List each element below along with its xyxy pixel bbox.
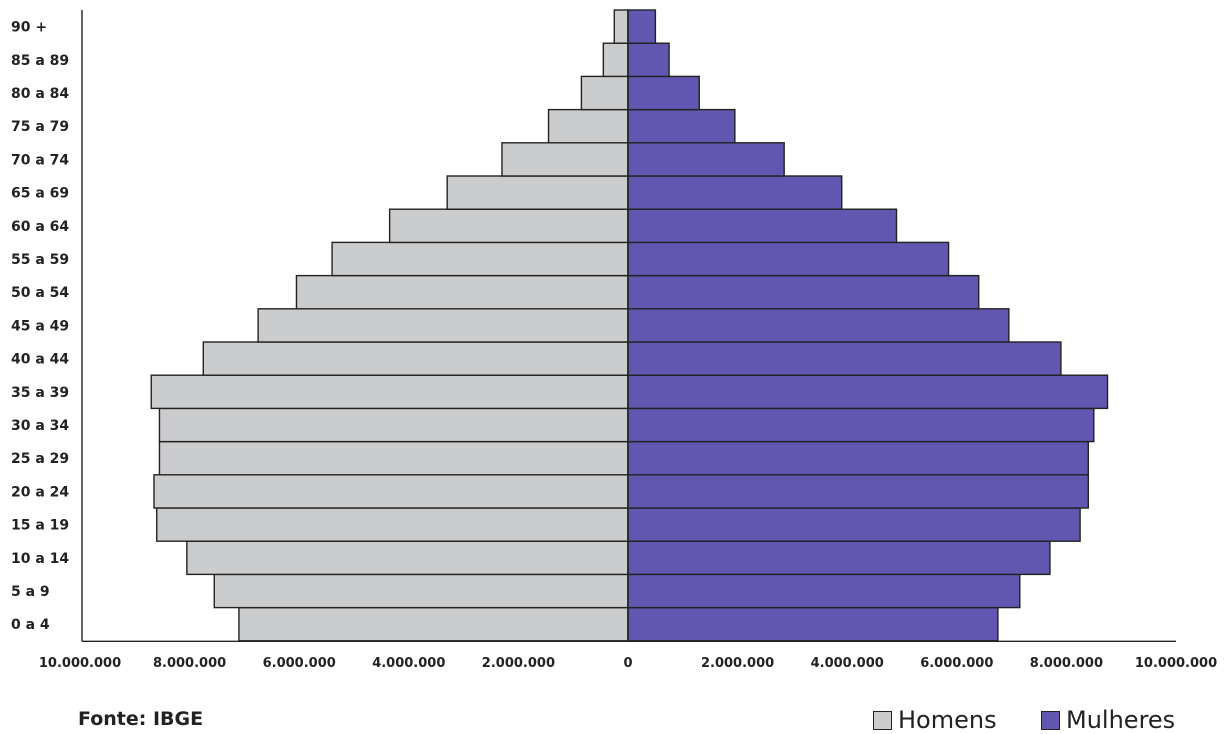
x-tick-label: 2.000.000 bbox=[482, 656, 555, 671]
bar-men bbox=[388, 208, 629, 244]
bar-women bbox=[627, 341, 1062, 376]
x-tick-label: 10.000.000 bbox=[1135, 656, 1217, 671]
bar-men bbox=[158, 440, 629, 476]
bar-women bbox=[627, 374, 1109, 410]
age-group-label: 70 a 74 bbox=[11, 152, 69, 168]
age-group-label: 50 a 54 bbox=[11, 285, 69, 301]
age-group-label: 20 a 24 bbox=[11, 484, 69, 500]
bar-men bbox=[153, 474, 629, 509]
bar-women bbox=[627, 407, 1095, 443]
bar-women bbox=[627, 274, 980, 310]
x-tick-label: 8.000.000 bbox=[153, 656, 226, 671]
legend-swatch-women bbox=[1041, 710, 1060, 730]
bar-women bbox=[627, 474, 1090, 509]
x-tick-label: 4.000.000 bbox=[811, 656, 884, 671]
bar-women bbox=[627, 142, 785, 177]
age-group-label: 85 a 89 bbox=[11, 53, 69, 69]
legend-label-women: Mulheres bbox=[1066, 706, 1176, 734]
bar-women bbox=[627, 540, 1051, 576]
x-tick-label: 0 bbox=[623, 656, 632, 671]
age-group-label: 5 a 9 bbox=[11, 584, 50, 600]
bar-men bbox=[613, 9, 629, 44]
age-group-label: 10 a 14 bbox=[11, 551, 69, 567]
age-group-label: 65 a 69 bbox=[11, 186, 69, 202]
bar-men bbox=[446, 175, 629, 210]
legend-item-men: Homens bbox=[873, 706, 997, 734]
bar-women bbox=[627, 507, 1081, 542]
legend-item-women: Mulheres bbox=[1041, 706, 1175, 734]
age-group-label: 0 a 4 bbox=[11, 617, 50, 633]
x-tick-label: 6.000.000 bbox=[263, 656, 336, 671]
bar-women bbox=[627, 175, 843, 210]
bar-women bbox=[627, 241, 950, 277]
bar-women bbox=[627, 75, 700, 111]
x-tick-label: 8.000.000 bbox=[1030, 656, 1103, 671]
bar-men bbox=[213, 573, 629, 609]
age-group-label: 45 a 49 bbox=[11, 318, 69, 334]
bar-women bbox=[627, 108, 736, 144]
bar-men bbox=[150, 374, 629, 410]
age-group-label: 40 a 44 bbox=[11, 352, 69, 368]
x-tick-label: 6.000.000 bbox=[920, 656, 993, 671]
age-group-label: 35 a 39 bbox=[11, 385, 69, 401]
bar-men bbox=[257, 308, 629, 343]
bar-women bbox=[627, 606, 999, 642]
bar-men bbox=[331, 241, 629, 277]
age-group-label: 25 a 29 bbox=[11, 451, 69, 467]
age-group-label: 90 + bbox=[11, 20, 47, 36]
bar-men bbox=[295, 274, 629, 310]
age-group-label: 80 a 84 bbox=[11, 86, 69, 102]
bar-men bbox=[602, 42, 629, 78]
age-group-label: 15 a 19 bbox=[11, 518, 69, 534]
bar-women bbox=[627, 9, 657, 44]
bar-men bbox=[238, 606, 629, 642]
age-group-label: 75 a 79 bbox=[11, 119, 69, 135]
bar-women bbox=[627, 208, 898, 244]
bar-women bbox=[627, 308, 1010, 343]
x-tick-label: 4.000.000 bbox=[372, 656, 445, 671]
bar-women bbox=[627, 573, 1021, 609]
x-tick-label: 2.000.000 bbox=[701, 656, 774, 671]
age-group-label: 30 a 34 bbox=[11, 418, 69, 434]
x-tick-label: 10.000.000 bbox=[39, 656, 121, 671]
bar-men bbox=[158, 407, 629, 443]
bar-men bbox=[156, 507, 629, 542]
bar-men bbox=[202, 341, 629, 376]
age-group-label: 55 a 59 bbox=[11, 252, 69, 268]
bar-men bbox=[186, 540, 629, 576]
bar-men bbox=[580, 75, 629, 111]
legend-label-men: Homens bbox=[898, 706, 997, 734]
bar-women bbox=[627, 42, 670, 78]
bar-men bbox=[547, 108, 629, 144]
bar-men bbox=[501, 142, 629, 177]
legend-swatch-men bbox=[873, 710, 892, 730]
age-group-label: 60 a 64 bbox=[11, 219, 69, 235]
source-label: Fonte: IBGE bbox=[78, 708, 204, 730]
bar-women bbox=[627, 440, 1090, 476]
